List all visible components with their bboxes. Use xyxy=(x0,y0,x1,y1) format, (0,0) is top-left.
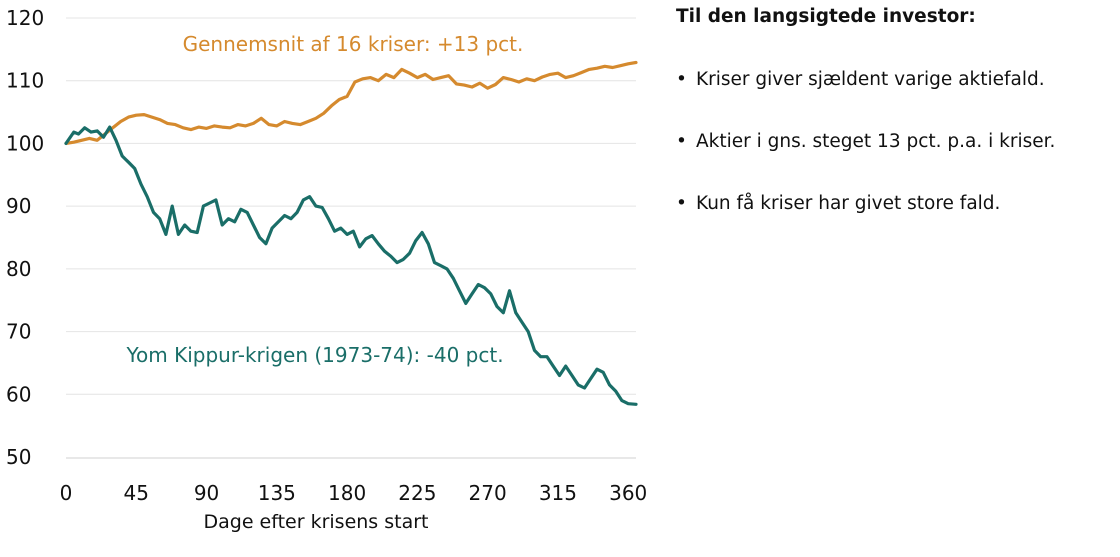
list-item: • Kriser giver sjældent varige aktiefald… xyxy=(676,69,1116,90)
list-item: • Kun få kriser har givet store fald. xyxy=(676,193,1116,214)
x-tick-label: 270 xyxy=(469,481,507,505)
list-item: • Aktier i gns. steget 13 pct. p.a. i kr… xyxy=(676,131,1116,152)
x-tick-label: 45 xyxy=(124,481,149,505)
bullet-list: • Kriser giver sjældent varige aktiefald… xyxy=(676,69,1116,214)
x-tick-label: 180 xyxy=(328,481,366,505)
y-tick-label: 100 xyxy=(6,131,44,155)
y-tick-label: 60 xyxy=(6,382,31,406)
average-series-line xyxy=(64,60,638,145)
x-tick-label: 315 xyxy=(539,481,577,505)
y-tick-label: 90 xyxy=(6,194,31,218)
series-lines xyxy=(64,60,638,406)
y-axis-tick-labels: 50 60 70 80 90 100 110 120 xyxy=(6,6,44,469)
gridlines xyxy=(66,17,636,395)
y-tick-label: 50 xyxy=(6,445,31,469)
x-axis-tick-labels: 0 45 90 135 180 225 270 315 360 xyxy=(60,481,648,505)
y-tick-label: 80 xyxy=(6,257,31,281)
y-tick-label: 110 xyxy=(6,69,44,93)
list-item-text: Aktier i gns. steget 13 pct. p.a. i kris… xyxy=(696,131,1056,152)
x-axis-title: Dage efter krisens start xyxy=(203,511,428,533)
bullet-icon: • xyxy=(676,69,687,90)
x-tick-label: 135 xyxy=(258,481,296,505)
bullet-icon: • xyxy=(676,193,687,214)
y-tick-label: 70 xyxy=(6,320,31,344)
list-item-text: Kun få kriser har givet store fald. xyxy=(696,193,1001,214)
x-tick-label: 0 xyxy=(60,481,73,505)
investor-notes-panel: Til den langsigtede investor: • Kriser g… xyxy=(676,6,1116,255)
panel-title: Til den langsigtede investor: xyxy=(676,6,976,27)
bullet-icon: • xyxy=(676,131,687,152)
x-tick-label: 90 xyxy=(194,481,219,505)
yom-kippur-series-line xyxy=(64,125,638,406)
list-item-text: Kriser giver sjældent varige aktiefald. xyxy=(696,69,1045,90)
x-tick-label: 225 xyxy=(398,481,436,505)
x-tick-label: 360 xyxy=(609,481,647,505)
y-tick-label: 120 xyxy=(6,6,44,30)
line-chart: 50 60 70 80 90 100 110 120 0 45 90 135 180 225 270 315… xyxy=(6,6,648,533)
average-series-label: Gennemsnit af 16 kriser: +13 pct. xyxy=(183,32,524,56)
yom-kippur-series-label: Yom Kippur-krigen (1973-74): -40 pct. xyxy=(125,343,503,367)
